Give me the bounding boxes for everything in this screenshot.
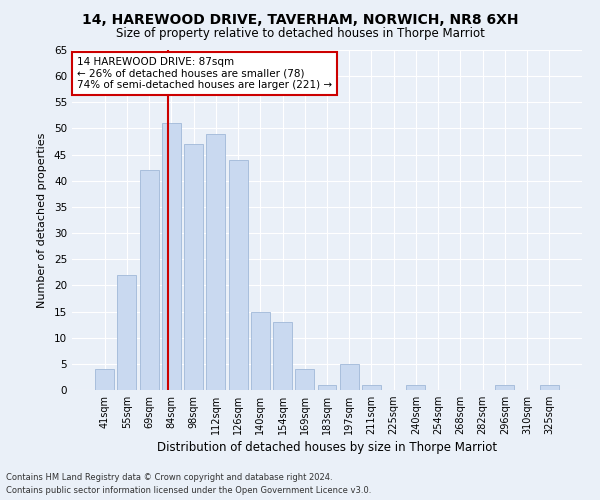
Bar [340, 364, 359, 390]
Bar [118, 275, 136, 390]
Bar [140, 170, 158, 390]
Bar [273, 322, 292, 390]
Bar [362, 385, 381, 390]
Y-axis label: Number of detached properties: Number of detached properties [37, 132, 47, 308]
Bar [406, 385, 425, 390]
Bar [251, 312, 270, 390]
Bar [229, 160, 248, 390]
Bar [206, 134, 225, 390]
Text: 14 HAREWOOD DRIVE: 87sqm
← 26% of detached houses are smaller (78)
74% of semi-d: 14 HAREWOOD DRIVE: 87sqm ← 26% of detach… [77, 57, 332, 90]
Bar [95, 369, 114, 390]
Text: Contains public sector information licensed under the Open Government Licence v3: Contains public sector information licen… [6, 486, 371, 495]
Bar [295, 369, 314, 390]
Bar [184, 144, 203, 390]
Bar [317, 385, 337, 390]
X-axis label: Distribution of detached houses by size in Thorpe Marriot: Distribution of detached houses by size … [157, 442, 497, 454]
Bar [540, 385, 559, 390]
Bar [162, 123, 181, 390]
Text: 14, HAREWOOD DRIVE, TAVERHAM, NORWICH, NR8 6XH: 14, HAREWOOD DRIVE, TAVERHAM, NORWICH, N… [82, 12, 518, 26]
Text: Size of property relative to detached houses in Thorpe Marriot: Size of property relative to detached ho… [116, 28, 484, 40]
Bar [496, 385, 514, 390]
Text: Contains HM Land Registry data © Crown copyright and database right 2024.: Contains HM Land Registry data © Crown c… [6, 474, 332, 482]
